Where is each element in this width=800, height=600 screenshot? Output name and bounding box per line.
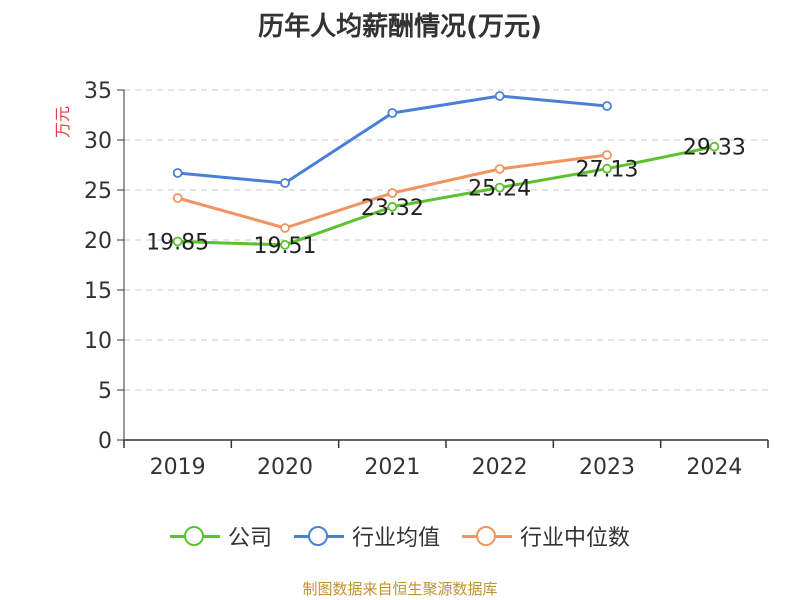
legend-swatch	[293, 526, 344, 546]
x-tick-label: 2020	[257, 455, 313, 480]
data-label: 23.32	[361, 196, 424, 221]
y-tick-label: 35	[84, 79, 112, 104]
data-point	[387, 188, 398, 198]
y-tick-label: 0	[98, 429, 112, 454]
data-label: 19.51	[254, 234, 317, 259]
data-point	[494, 164, 505, 174]
legend-label: 行业均值	[351, 526, 440, 551]
data-point	[709, 141, 720, 152]
data-label: 19.85	[146, 231, 209, 256]
y-tick-label: 30	[84, 129, 112, 154]
data-point	[172, 168, 183, 178]
x-tick-label: 2021	[364, 455, 420, 480]
y-tick-label: 20	[84, 229, 112, 254]
x-tick-label: 2023	[579, 455, 635, 480]
data-point	[172, 193, 183, 203]
x-tick-label: 2019	[150, 455, 206, 480]
data-label: 25.24	[468, 177, 531, 202]
y-tick-label: 10	[84, 329, 112, 354]
data-point	[602, 101, 612, 111]
data-point	[280, 178, 290, 188]
x-tick-label: 2022	[472, 455, 528, 480]
x-tick-label: 2024	[686, 455, 742, 480]
data-label: 29.33	[683, 136, 746, 161]
y-tick-label: 5	[98, 379, 112, 404]
chart-title: 历年人均薪酬情况(万元)	[258, 12, 542, 42]
y-axis-title: 万元	[53, 106, 72, 138]
data-point	[387, 108, 398, 118]
series-line-0	[177, 145, 715, 247]
y-tick-label: 15	[84, 279, 112, 304]
data-point	[602, 163, 612, 174]
legend: 公司 行业均值 行业中位数	[0, 520, 800, 552]
data-point	[280, 223, 290, 233]
data-point	[280, 239, 290, 250]
legend-item-0[interactable]: 公司	[169, 520, 272, 552]
legend-item-2[interactable]: 行业中位数	[462, 520, 630, 552]
data-point	[387, 201, 398, 212]
legend-swatch	[169, 526, 220, 546]
legend-swatch	[462, 526, 512, 546]
source-note: 制图数据来自恒生聚源数据库	[302, 580, 498, 598]
data-label: 27.13	[576, 158, 639, 183]
data-point	[494, 182, 505, 193]
legend-label: 公司	[227, 526, 272, 551]
data-point	[602, 150, 612, 160]
legend-label: 行业中位数	[520, 526, 631, 551]
y-tick-label: 25	[84, 179, 112, 204]
data-point	[494, 91, 505, 101]
data-point	[172, 236, 183, 247]
legend-item-1[interactable]: 行业均值	[293, 520, 440, 552]
